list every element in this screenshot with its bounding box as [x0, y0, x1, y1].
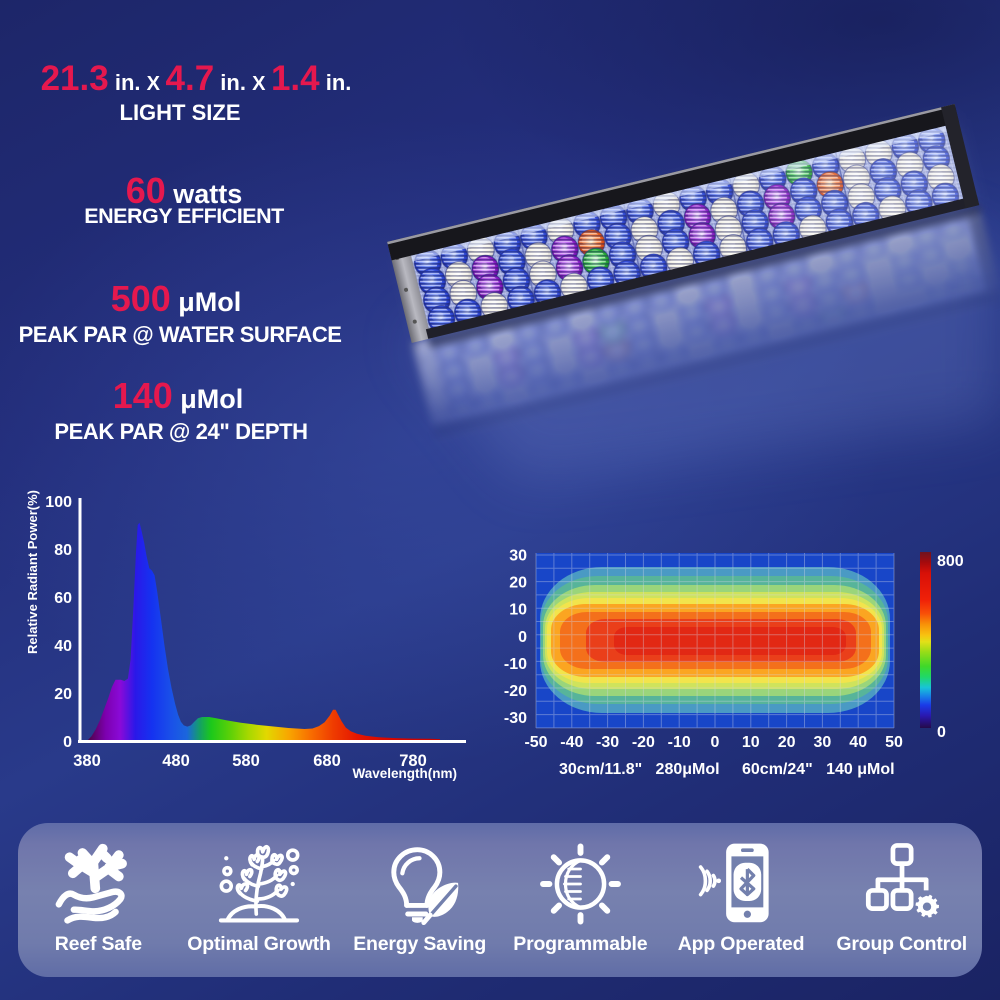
svg-text:20: 20 [778, 734, 796, 751]
svg-text:100: 100 [45, 494, 72, 511]
svg-text:40: 40 [849, 734, 867, 751]
svg-text:50: 50 [885, 734, 903, 751]
svg-text:30cm/11.8" 280μMol: 30cm/11.8" 280μMol [559, 761, 720, 778]
svg-text:20: 20 [509, 575, 527, 592]
svg-text:-30: -30 [596, 734, 619, 751]
svg-text:60: 60 [54, 590, 72, 607]
svg-text:480: 480 [162, 752, 190, 770]
svg-text:30: 30 [814, 734, 832, 751]
svg-text:380: 380 [73, 752, 101, 770]
svg-text:800: 800 [937, 553, 964, 570]
svg-text:-40: -40 [560, 734, 583, 751]
svg-text:780: 780 [399, 752, 427, 770]
svg-text:-10: -10 [504, 656, 527, 673]
svg-text:20: 20 [54, 686, 72, 703]
svg-text:-10: -10 [668, 734, 691, 751]
svg-text:Relative Radiant Power(%): Relative Radiant Power(%) [25, 490, 40, 654]
svg-text:10: 10 [742, 734, 760, 751]
svg-text:-30: -30 [504, 710, 527, 727]
svg-text:10: 10 [509, 602, 527, 619]
svg-text:0: 0 [937, 724, 946, 741]
svg-text:80: 80 [54, 542, 72, 559]
svg-text:680: 680 [313, 752, 341, 770]
svg-text:60cm/24" 140 μMol: 60cm/24" 140 μMol [742, 761, 895, 778]
svg-text:40: 40 [54, 638, 72, 655]
svg-text:0: 0 [518, 629, 527, 646]
svg-text:-20: -20 [632, 734, 655, 751]
svg-text:0: 0 [63, 734, 72, 751]
svg-text:30: 30 [509, 548, 527, 565]
svg-text:0: 0 [711, 734, 720, 751]
svg-text:Wavelength(nm): Wavelength(nm) [353, 766, 458, 781]
svg-text:-50: -50 [524, 734, 547, 751]
svg-text:-20: -20 [504, 683, 527, 700]
svg-text:580: 580 [232, 752, 260, 770]
